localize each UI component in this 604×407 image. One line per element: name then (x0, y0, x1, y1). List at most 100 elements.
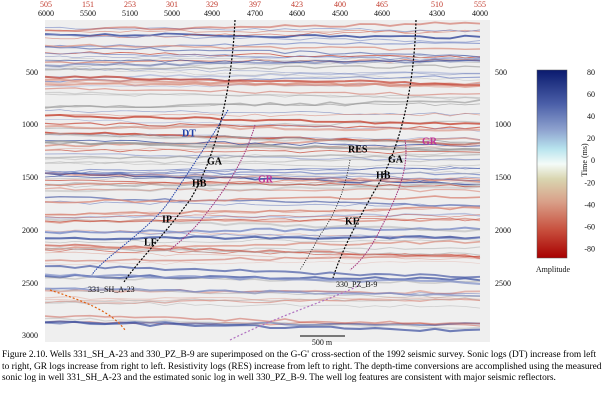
trace-label: 510 (431, 0, 443, 9)
reflector (44, 93, 481, 99)
reflector (44, 214, 481, 219)
projection-line (229, 284, 361, 341)
log-label: LF (144, 237, 157, 248)
time-label: 500 (495, 68, 507, 77)
reflector (44, 217, 481, 224)
log-label: GA (207, 156, 223, 167)
scale-label: 500 m (312, 338, 333, 347)
reflector (44, 255, 481, 262)
colorbar-tick: 40 (587, 112, 595, 121)
reflector (44, 26, 481, 33)
reflector (44, 67, 481, 76)
reflector (44, 301, 481, 309)
gr-log (349, 139, 407, 271)
depth-label: 500 (26, 68, 38, 77)
reflector (44, 185, 481, 193)
reflector (44, 32, 481, 40)
reflector (44, 29, 481, 40)
colorbar-tick: 60 (587, 90, 595, 99)
reflector (44, 78, 481, 88)
reflector (44, 179, 481, 186)
gr-log (169, 124, 256, 251)
well-label: 331_SH_A-23 (88, 285, 135, 294)
log-label: HB (192, 178, 207, 189)
time-label: 2000 (495, 226, 511, 235)
reflector (44, 52, 481, 61)
reflector (44, 217, 481, 223)
colorbar-tick: 80 (587, 68, 595, 77)
log-label: KE (345, 216, 360, 227)
colorbar-label: Amplitude (536, 265, 571, 274)
reflector (44, 172, 481, 180)
colorbar-tick: -60 (584, 223, 595, 232)
reflector (44, 207, 481, 216)
reflector (44, 317, 481, 330)
time-label: 2500 (495, 279, 511, 288)
reflector (45, 297, 481, 302)
cdp-label: 4000 (472, 9, 488, 18)
reflector (44, 46, 481, 58)
reflector (44, 58, 481, 64)
reflector (44, 287, 481, 297)
sonic-log (91, 109, 229, 276)
colorbar-tick: 20 (587, 134, 595, 143)
colorbar-tick: 0 (591, 156, 595, 165)
cdp-label: 5000 (164, 9, 180, 18)
reflector (44, 177, 481, 187)
reflector (44, 124, 481, 132)
reflector (44, 251, 481, 260)
reflector (44, 200, 481, 207)
reflector (44, 29, 481, 33)
colorbar-tick: -20 (584, 178, 595, 187)
reflector (44, 273, 481, 285)
reflector (44, 68, 481, 81)
trace-label: 397 (249, 0, 261, 9)
res-log (299, 159, 351, 271)
reflector (44, 166, 481, 174)
trace-label: 151 (82, 0, 94, 9)
well-label: 330_PZ_B-9 (336, 280, 377, 289)
cdp-label: 4700 (247, 9, 263, 18)
log-label: RES (348, 144, 368, 155)
trace-label: 423 (291, 0, 303, 9)
log-label: DT (182, 128, 196, 139)
reflector (44, 133, 481, 146)
depth-label: 1500 (22, 173, 38, 182)
reflector (44, 235, 481, 241)
reflector (44, 148, 481, 155)
cdp-label: 5500 (80, 9, 96, 18)
reflector (44, 112, 481, 117)
trace-label: 465 (376, 0, 388, 9)
reflector (44, 43, 481, 51)
trace-label: 505 (40, 0, 52, 9)
cdp-label: 4300 (429, 9, 445, 18)
axis-title: Time (ms) (580, 143, 589, 177)
depth-label: 1000 (22, 120, 38, 129)
reflector (44, 113, 481, 126)
figure-caption: Figure 2.10. Wells 331_SH_A-23 and 330_P… (2, 350, 602, 384)
reflector (44, 230, 481, 240)
seismic-reflectors (44, 21, 481, 333)
reflector (44, 239, 481, 244)
reflector (44, 298, 481, 304)
reflector (44, 133, 481, 144)
time-label: 1000 (495, 120, 511, 129)
cdp-label: 4900 (204, 9, 220, 18)
trace-label: 301 (166, 0, 178, 9)
reflector (44, 59, 481, 64)
reflector (44, 161, 481, 168)
reflector (44, 33, 481, 43)
reflector (44, 296, 481, 301)
reflector (44, 179, 481, 188)
reflector (44, 58, 481, 68)
reflector (44, 170, 481, 180)
log-label: GR (422, 136, 438, 147)
reflector (44, 153, 481, 160)
cdp-label: 6000 (38, 9, 54, 18)
log-label: IP (162, 214, 172, 225)
trace-label: 329 (206, 0, 218, 9)
cdp-label: 4600 (289, 9, 305, 18)
reflector (44, 264, 481, 279)
trace-label: 555 (474, 0, 486, 9)
reflector (44, 212, 481, 219)
